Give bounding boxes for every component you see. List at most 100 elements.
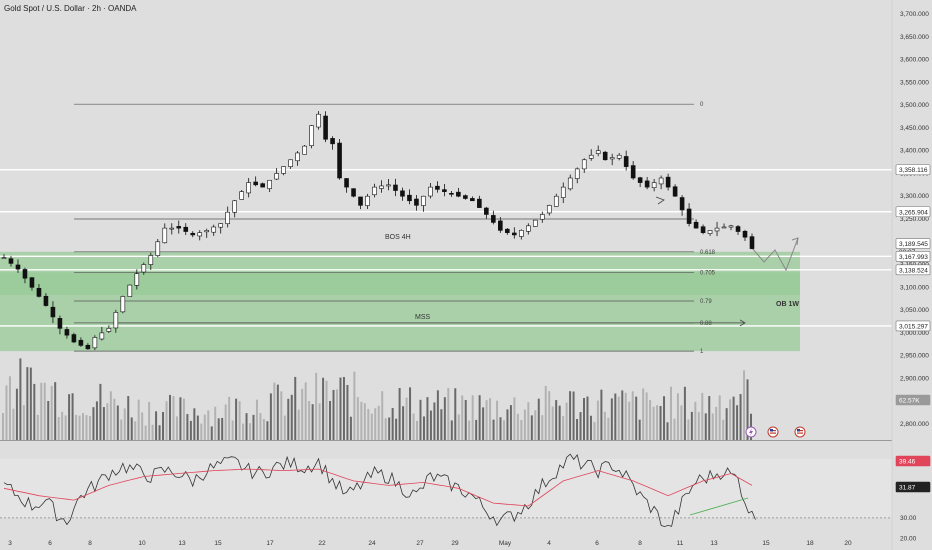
price-label-text: 3,265.904 [899, 209, 928, 216]
candle-body [491, 215, 496, 223]
y-tick-label: 3,550.000 [900, 79, 929, 86]
price-label-box [895, 238, 931, 249]
candle-body [386, 184, 391, 187]
volume-bar [617, 396, 620, 440]
volume-bar [593, 422, 596, 440]
y-tick-label: 3,500.000 [900, 102, 929, 109]
volume-bar [353, 371, 356, 440]
candle-body [616, 154, 622, 159]
candle-body [134, 273, 140, 286]
volume-bar [155, 411, 158, 440]
volume-bar [711, 413, 714, 440]
volume-bar [666, 422, 669, 440]
x-tick-label: 13 [178, 540, 186, 547]
volume-bar [583, 397, 586, 440]
volume-bar [478, 395, 481, 440]
volume-bar [19, 358, 22, 440]
x-tick-label: May [499, 540, 512, 547]
volume-bar [189, 420, 192, 440]
volume-bar [203, 414, 206, 440]
candle-body [106, 328, 112, 332]
candle-body [574, 168, 580, 179]
volume-bar [102, 407, 105, 440]
volume-bar [308, 401, 311, 440]
volume-bar [701, 392, 704, 440]
volume-bar [614, 393, 617, 440]
volume-bar [123, 408, 126, 440]
candle-body [1, 257, 7, 260]
candle-body [400, 190, 405, 197]
x-tick-label: 11 [677, 540, 684, 547]
volume-bar [489, 398, 492, 440]
volume-bar [78, 415, 81, 440]
volume-bar [562, 416, 565, 440]
volume-bar [210, 426, 213, 440]
y-tick-label: 3,400.000 [900, 148, 929, 155]
volume-bar [315, 372, 318, 440]
candle-body [714, 227, 720, 232]
x-tick-label: 15 [762, 540, 770, 547]
volume-bar [36, 414, 39, 440]
candle-body [281, 166, 286, 174]
volume-bar [683, 386, 686, 440]
mss-label: MSS [415, 314, 431, 321]
candle-body [463, 195, 468, 199]
candle-body [57, 318, 63, 329]
volume-bar [635, 396, 638, 440]
volume-bar [715, 406, 718, 440]
candle-body [505, 228, 510, 233]
price-label-box [895, 264, 931, 276]
volume-bar [273, 382, 276, 440]
y-tick-label: 3,000.000 [900, 330, 929, 337]
candle-body [672, 186, 678, 197]
volume-bar [113, 398, 116, 440]
volume-bar [676, 393, 679, 440]
volume-bar [649, 400, 652, 440]
volume-bar [725, 408, 728, 440]
price-label-box [895, 206, 931, 218]
x-tick-label: 17 [266, 540, 274, 547]
candle-body [602, 151, 608, 161]
volume-bar [54, 382, 57, 440]
candle-body [260, 183, 265, 188]
volume-bar [342, 376, 345, 440]
price-label-text: 3,358.116 [899, 167, 928, 174]
volume-bar [603, 411, 606, 440]
candle-body [15, 264, 21, 270]
candle-body [127, 284, 133, 297]
volume-bar [680, 405, 683, 440]
volume-bar [485, 400, 488, 440]
volume-bar [509, 405, 512, 440]
volume-bar [193, 408, 196, 440]
volume-bar [610, 398, 613, 440]
x-tick-label: 20 [844, 540, 852, 547]
volume-bar [464, 400, 467, 440]
volume-bar [506, 409, 509, 440]
us-flag-icon [794, 426, 806, 438]
volume-bar [238, 401, 241, 440]
volume-bar [471, 395, 474, 440]
x-tick-label: 15 [214, 540, 222, 547]
volume-bar [656, 405, 659, 440]
volume-bar [520, 419, 523, 440]
candle-body [372, 186, 377, 196]
volume-bar [367, 408, 370, 440]
volume-bar [29, 367, 32, 440]
candle-body [595, 150, 601, 154]
volume-bar [165, 401, 168, 440]
candle-body [141, 264, 147, 273]
x-tick-label: 24 [368, 540, 376, 547]
price-label-box [895, 481, 931, 493]
price-label-text: 3,138.524 [899, 267, 928, 274]
volume-bar [631, 391, 634, 440]
volume-bar [436, 390, 439, 440]
y-tick-label: 3,650.000 [900, 34, 929, 41]
volume-bar [92, 407, 95, 440]
candle-body [477, 198, 482, 208]
candle-body [407, 194, 412, 202]
candle-body [553, 195, 559, 207]
candle-body [190, 232, 196, 236]
volume-bar [297, 409, 300, 440]
volume-bar [739, 394, 742, 440]
